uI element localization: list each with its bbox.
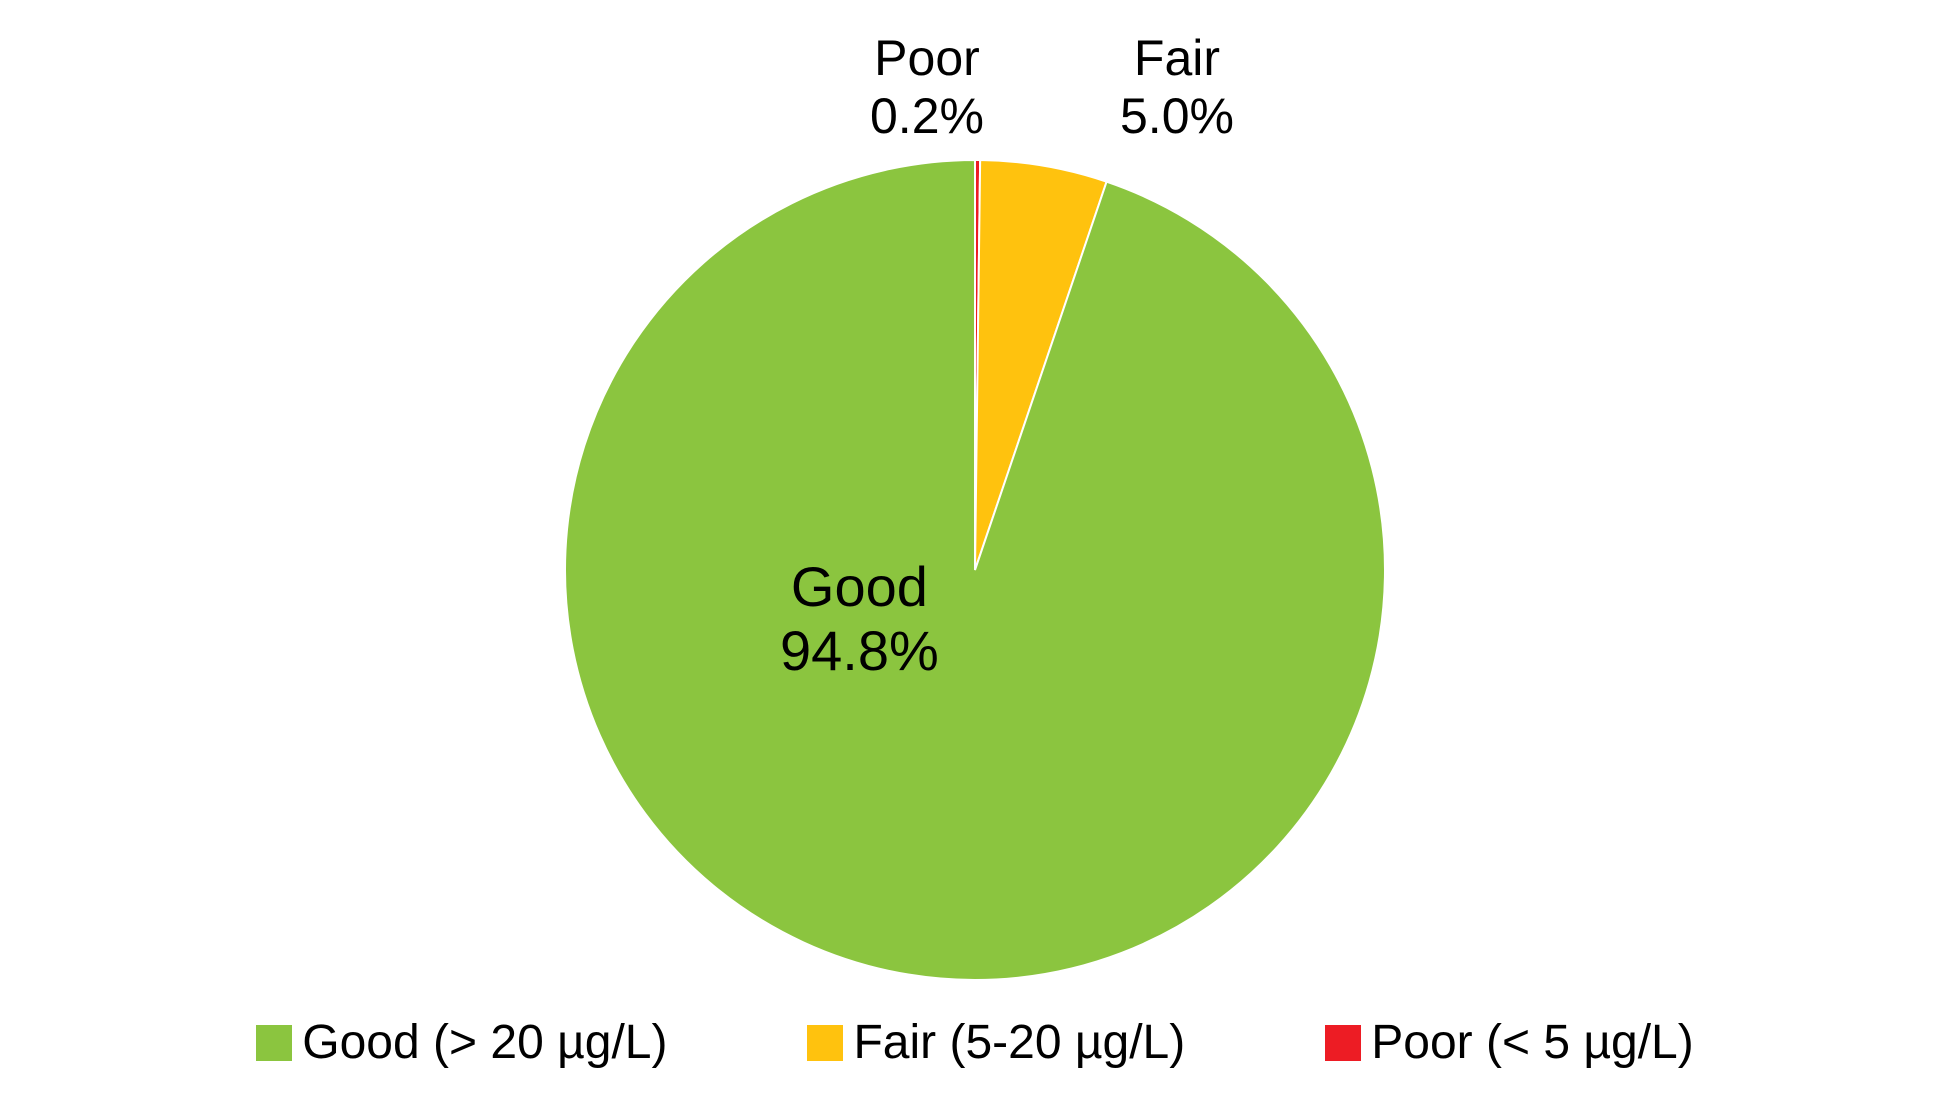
slice-label-fair-name: Fair [1120, 30, 1234, 88]
legend-swatch-good [256, 1025, 292, 1061]
slice-label-good-name: Good [780, 555, 939, 619]
slice-label-fair-pct: 5.0% [1120, 88, 1234, 146]
legend-swatch-poor [1325, 1025, 1361, 1061]
slice-label-poor-pct: 0.2% [870, 88, 984, 146]
slice-label-fair: Fair 5.0% [1120, 30, 1234, 145]
legend-swatch-fair [807, 1025, 843, 1061]
legend-label-fair: Fair (5-20 µg/L) [853, 1015, 1185, 1070]
slice-label-poor-name: Poor [870, 30, 984, 88]
pie-chart [565, 160, 1385, 980]
legend-item-fair: Fair (5-20 µg/L) [807, 1015, 1185, 1070]
slice-label-good-pct: 94.8% [780, 619, 939, 683]
legend-item-poor: Poor (< 5 µg/L) [1325, 1015, 1693, 1070]
pie-slice-good [565, 160, 1385, 980]
legend-item-good: Good (> 20 µg/L) [256, 1015, 667, 1070]
pie-chart-container: Poor 0.2% Fair 5.0% Good 94.8% Good (> 2… [0, 0, 1950, 1106]
legend-label-good: Good (> 20 µg/L) [302, 1015, 667, 1070]
slice-label-poor: Poor 0.2% [870, 30, 984, 145]
legend: Good (> 20 µg/L) Fair (5-20 µg/L) Poor (… [0, 1015, 1950, 1070]
slice-label-good: Good 94.8% [780, 555, 939, 684]
legend-label-poor: Poor (< 5 µg/L) [1371, 1015, 1693, 1070]
